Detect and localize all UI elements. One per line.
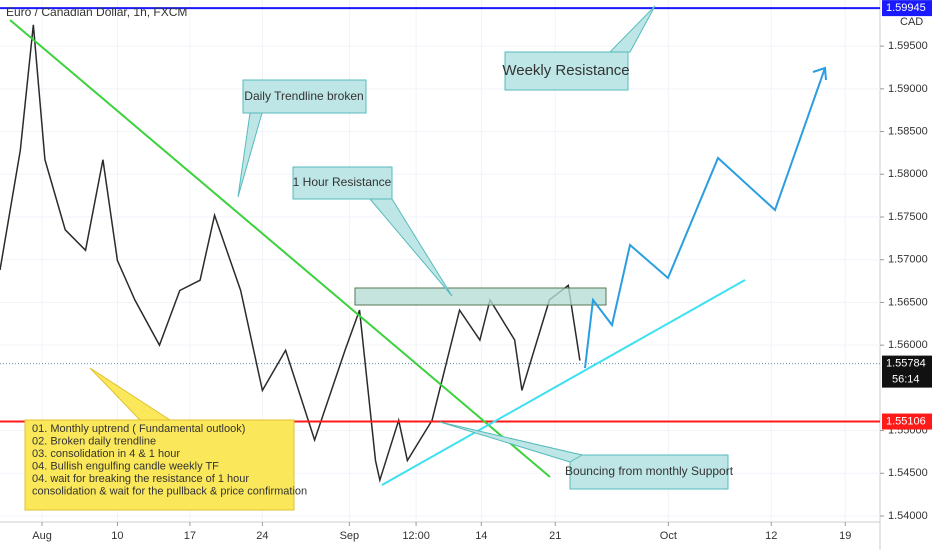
level-label: 1.55106 — [886, 415, 926, 427]
notes-pointer — [89, 367, 172, 421]
bounce-pointer — [439, 421, 584, 463]
daily-pointer — [237, 112, 263, 198]
notes: 01. Monthly uptrend ( Fundamental outloo… — [32, 423, 307, 498]
chart-title: Euro / Canadian Dollar, 1h, FXCM — [6, 5, 187, 19]
hour-pointer — [368, 198, 453, 297]
notes-box — [24, 419, 295, 511]
y-tick-label: 1.54000 — [888, 510, 928, 522]
x-tick-label: 21 — [549, 530, 561, 542]
current-price-label: 1.55784 — [886, 358, 926, 370]
annotation: Weekly Resistance — [502, 62, 629, 79]
y-tick-label: 1.58500 — [888, 125, 928, 137]
daily-box — [242, 79, 367, 114]
y-tick-label: 1.56500 — [888, 296, 928, 308]
x-tick-label: 19 — [839, 530, 851, 542]
note-line: consolidation & wait for the pullback & … — [32, 485, 307, 497]
price-line — [0, 24, 581, 484]
projection-arrow — [812, 66, 827, 81]
note-line: 02. Broken daily trendline — [32, 435, 156, 447]
note-line: 01. Monthly uptrend ( Fundamental outloo… — [32, 423, 245, 435]
y-tick-label: 1.57000 — [888, 254, 928, 266]
annotation: 1 Hour Resistance — [293, 175, 392, 189]
note-line: 04. Bullish engulfing candle weekly TF — [32, 460, 219, 472]
x-tick-label: 14 — [475, 530, 487, 542]
x-tick-label: 12:00 — [402, 530, 430, 542]
current-price-bg — [882, 355, 932, 388]
x-tick-label: 24 — [256, 530, 268, 542]
axis: 1.540001.545001.550001.560001.565001.570… — [32, 0, 932, 542]
daily-trendline — [9, 19, 551, 478]
annotation: Daily Trendline broken — [244, 89, 363, 103]
y-tick-label: 1.56000 — [888, 339, 928, 351]
countdown-label: 56:14 — [892, 374, 920, 386]
y-tick-label: 1.57500 — [888, 211, 928, 223]
y-tick-label: 1.59000 — [888, 83, 928, 95]
x-tick-label: 17 — [184, 530, 196, 542]
note-line: 03. consolidation in 4 & 1 hour — [32, 448, 180, 460]
bounce-box — [569, 454, 729, 490]
level-label: 1.59945 — [886, 2, 926, 14]
resistance-zone — [354, 287, 607, 306]
y-tick-label: 1.54500 — [888, 467, 928, 479]
x-tick-label: Oct — [660, 530, 677, 542]
currency-label: CAD — [900, 16, 923, 28]
support-trendline — [381, 279, 746, 486]
x-tick-label: 10 — [111, 530, 123, 542]
level-label-bg — [882, 0, 932, 17]
annotation: Bouncing from monthly Support — [565, 464, 734, 478]
projection-path — [584, 67, 826, 369]
x-tick-label: 12 — [765, 530, 777, 542]
weekly-box — [504, 51, 629, 91]
x-tick-label: Aug — [32, 530, 52, 542]
y-tick-label: 1.58000 — [888, 168, 928, 180]
level-label-bg — [882, 413, 932, 430]
note-line: 04. wait for breaking the resistance of … — [32, 473, 249, 485]
x-tick-label: Sep — [340, 530, 360, 542]
y-tick-label: 1.59500 — [888, 40, 928, 52]
weekly-pointer — [608, 5, 656, 53]
